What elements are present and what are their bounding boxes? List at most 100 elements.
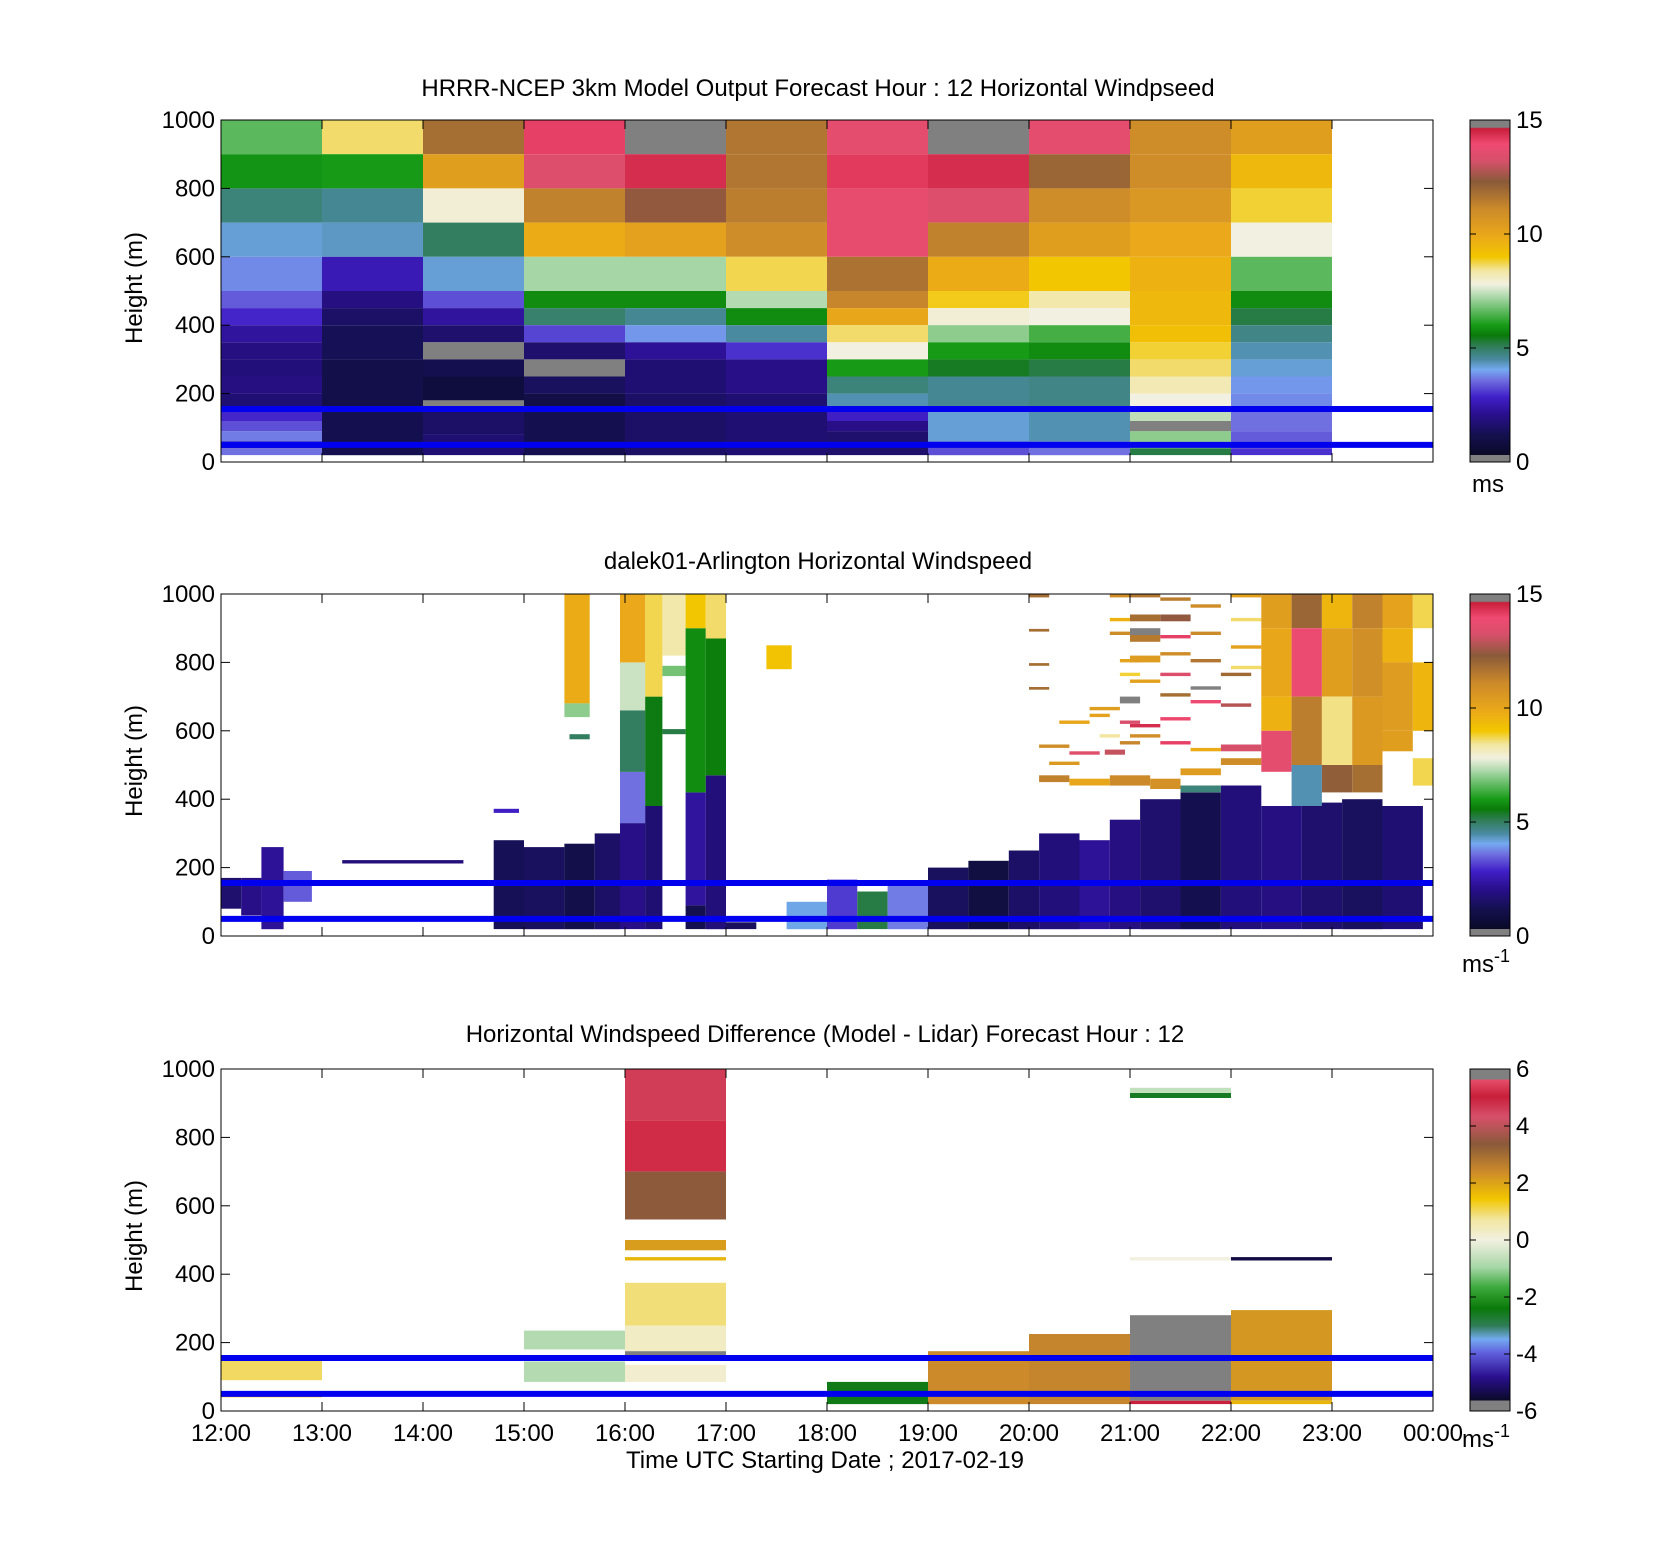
panel-lidar-cell [705, 594, 726, 639]
panel-model-cell [423, 400, 524, 408]
panel-lidar-cell [705, 638, 726, 776]
panel-model-cell [1231, 222, 1332, 257]
panel-model-cell [1130, 154, 1231, 189]
panel-lidar-cell [1160, 693, 1191, 697]
panel-difference-xtick-label: 18:00 [797, 1420, 857, 1447]
panel-model-cell [221, 410, 322, 421]
panel-model-cell [1231, 325, 1332, 343]
panel-lidar-cell [1119, 672, 1141, 677]
panel-model-cell [827, 376, 928, 394]
panel-lidar-cell [1291, 765, 1322, 806]
panel-lidar-cell [569, 734, 590, 740]
panel-lidar-cell [1321, 696, 1353, 765]
panel-model-cell [625, 256, 726, 291]
panel-model-cell [928, 359, 1029, 377]
panel-model-cell [524, 325, 625, 343]
panel-lidar-cell [705, 775, 726, 930]
panel-model-ytick-label: 1000 [162, 107, 215, 134]
panel-lidar-cell [1261, 594, 1292, 629]
panel-model-cell [423, 325, 524, 343]
panel-lidar-cell [1412, 662, 1433, 731]
panel-lidar-cell [1029, 663, 1050, 666]
panel-lidar-colorbar-unit: ms-1 [1462, 946, 1510, 978]
panel-lidar-cell [645, 806, 663, 930]
panel-model-cell [928, 325, 1029, 343]
panel-difference-xtick-label: 13:00 [292, 1420, 352, 1447]
panel-model-cell [524, 291, 625, 309]
panel-model-cell [625, 222, 726, 257]
panel-lidar-cell [1089, 706, 1120, 711]
panel-model-cell [221, 256, 322, 291]
panel-model-cell [221, 308, 322, 326]
panel-model-cell [726, 359, 827, 394]
panel-lidar-cell [1382, 628, 1413, 663]
panel-difference-cell [1130, 1087, 1231, 1093]
panel-lidar-ytick-label: 400 [175, 786, 215, 813]
panel-lidar-cell [1412, 594, 1433, 629]
panel-lidar-cell [1130, 734, 1161, 738]
panel-difference-cell [625, 1257, 726, 1261]
panel-model-cell [1231, 154, 1332, 189]
panel-model-cell [827, 342, 928, 360]
panel-difference-ticks: 0 200 400 600 800 1000 12:00 13:00 14:00 15:00 16:… [162, 1056, 1463, 1447]
panel-lidar-cell [685, 594, 706, 629]
panel-difference-xtick-label: 16:00 [595, 1420, 655, 1447]
panel-model: HRRR-NCEP 3km Model Output Forecast Hour… [121, 75, 1543, 498]
panel-difference-cell [625, 1364, 726, 1382]
panel-lidar-cell [887, 881, 928, 930]
panel-model-cell [928, 188, 1029, 223]
panel-difference-xtick-label: 19:00 [898, 1420, 958, 1447]
panel-lidar-cell [1160, 597, 1191, 601]
panel-model-ytick-label: 600 [175, 244, 215, 271]
panel-lidar-colorbar-tick-label: 0 [1516, 923, 1529, 950]
panel-lidar-cell [1231, 617, 1262, 622]
panel-lidar-cell [645, 696, 663, 806]
panel-model-cell [221, 120, 322, 155]
panel-model-cell [524, 222, 625, 257]
panel-lidar-cell [1291, 594, 1322, 629]
panel-model-cell [1029, 359, 1130, 377]
panel-model-cell [322, 256, 423, 291]
panel-model-cell [1029, 154, 1130, 189]
panel-difference-xtick-label: 20:00 [999, 1420, 1059, 1447]
panel-difference-cell [1231, 1257, 1332, 1261]
panel-model-cell [1029, 222, 1130, 257]
panel-lidar-cell [1180, 785, 1221, 793]
panel-difference-xtick-label: 22:00 [1201, 1420, 1261, 1447]
panel-lidar-cell [620, 823, 646, 930]
panel-lidar-cell [1109, 819, 1141, 930]
panel-model-cell [423, 308, 524, 326]
panel-lidar-cell [1089, 713, 1110, 718]
panel-model-colorbar-gradient [1469, 119, 1511, 463]
panel-model-cell [928, 376, 1029, 411]
panel-lidar-cell [620, 662, 646, 711]
panel-model-cell [221, 448, 322, 456]
panel-model-cell [928, 120, 1029, 155]
panel-lidar-cell [241, 877, 262, 916]
panel-difference-cell [625, 1351, 726, 1357]
panel-model-cell [827, 291, 928, 309]
panel-model-cell [726, 308, 827, 326]
panel-model-cell [1130, 256, 1231, 291]
panel-lidar-cell [1352, 628, 1383, 697]
panel-model-cell [1130, 188, 1231, 223]
panel-lidar-cell [662, 665, 686, 677]
panel-lidar-reference-lines [221, 879, 1433, 922]
panel-model-cell [322, 154, 423, 189]
panel-difference-cell [625, 1069, 726, 1121]
panel-model-cell [423, 154, 524, 189]
panel-lidar-cell [1291, 696, 1322, 765]
panel-model-cell [1130, 421, 1231, 432]
panel-lidar-cell [1261, 730, 1292, 772]
panel-difference-cell [524, 1330, 625, 1350]
panel-model-cell [726, 120, 827, 155]
panel-difference-ytick-label: 400 [175, 1261, 215, 1288]
panel-model-cell [1231, 291, 1332, 309]
panel-model-cell [423, 256, 524, 291]
panel-model-cell [1231, 188, 1332, 223]
panel-model-cell [827, 188, 928, 257]
panel-model-cell [928, 154, 1029, 189]
panel-model-cell [322, 291, 423, 309]
panel-difference-cell [1130, 1257, 1231, 1261]
panel-difference-colorbar-tick-label: -4 [1516, 1341, 1537, 1368]
